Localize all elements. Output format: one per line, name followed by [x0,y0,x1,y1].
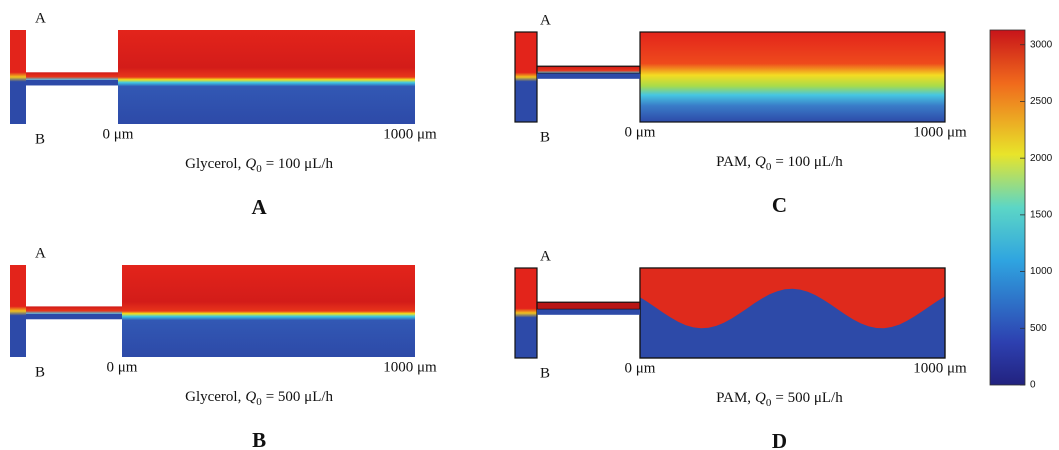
caption: PAM, Q0 = 100 μL/h [716,154,843,172]
caption-subscript: 0 [766,161,772,173]
caption-flow: = 500 μL/h [775,390,843,406]
caption-flow: = 500 μL/h [266,389,334,405]
colorbar-tick-label: 0 [1030,380,1036,391]
caption-flow: = 100 μL/h [266,156,334,172]
axis-start-label: 0 μm [103,126,134,142]
panel-letter: C [772,193,787,217]
caption-flow: = 100 μL/h [775,154,843,170]
inlet-strip [514,267,538,359]
axis-end-label: 1000 μm [913,360,967,376]
panel-letter: A [251,195,267,219]
caption-symbol: Q [755,390,766,406]
axis-start-label: 0 μm [625,124,656,140]
channel [26,306,122,314]
fluid-a-region [640,268,945,329]
inlet-strip [10,265,26,357]
panel-letter: D [772,429,787,450]
channel-lower [26,79,118,86]
channel-lower [537,309,640,315]
chamber [118,30,415,124]
caption: Glycerol, Q0 = 500 μL/h [185,389,333,407]
caption-symbol: Q [245,389,256,405]
caption-subscript: 0 [256,396,262,408]
caption: PAM, Q0 = 500 μL/h [716,390,843,408]
colorbar [989,29,1026,386]
outlet-label: B [540,129,550,145]
outlet-label: B [35,131,45,147]
caption-subscript: 0 [256,163,262,175]
panel-letter: B [252,428,266,450]
caption-fluid: Glycerol, [185,156,241,172]
inlet-label: A [540,248,551,264]
colorbar-tick-label: 2000 [1030,153,1053,164]
caption-subscript: 0 [766,397,772,409]
caption-symbol: Q [245,156,256,172]
channel [536,301,641,311]
chamber [639,31,946,123]
colorbar-tick-label: 3000 [1030,39,1053,50]
inlet-strip [10,30,26,124]
caption-fluid: PAM, [716,390,751,406]
axis-end-label: 1000 μm [913,124,967,140]
outlet-label: B [35,364,45,380]
colorbar-tick-label: 1500 [1030,210,1053,221]
inlet-label: A [35,245,46,261]
inlet-label: A [540,12,551,28]
axis-start-label: 0 μm [107,359,138,375]
channel [536,65,641,74]
axis-start-label: 0 μm [625,360,656,376]
axis-end-label: 1000 μm [383,359,437,375]
inlet-label: A [35,10,46,26]
channel-lower [26,313,122,320]
caption-fluid: PAM, [716,154,751,170]
inlet-strip [514,31,538,123]
chamber [122,265,415,357]
caption-fluid: Glycerol, [185,389,241,405]
caption-symbol: Q [755,154,766,170]
channel [26,72,118,80]
colorbar-tick-label: 2500 [1030,96,1053,107]
channel-lower [537,73,640,79]
colorbar-tick-label: 1000 [1030,266,1053,277]
caption: Glycerol, Q0 = 100 μL/h [185,156,333,174]
outlet-label: B [540,365,550,381]
axis-end-label: 1000 μm [383,126,437,142]
colorbar-tick-label: 500 [1030,323,1047,334]
